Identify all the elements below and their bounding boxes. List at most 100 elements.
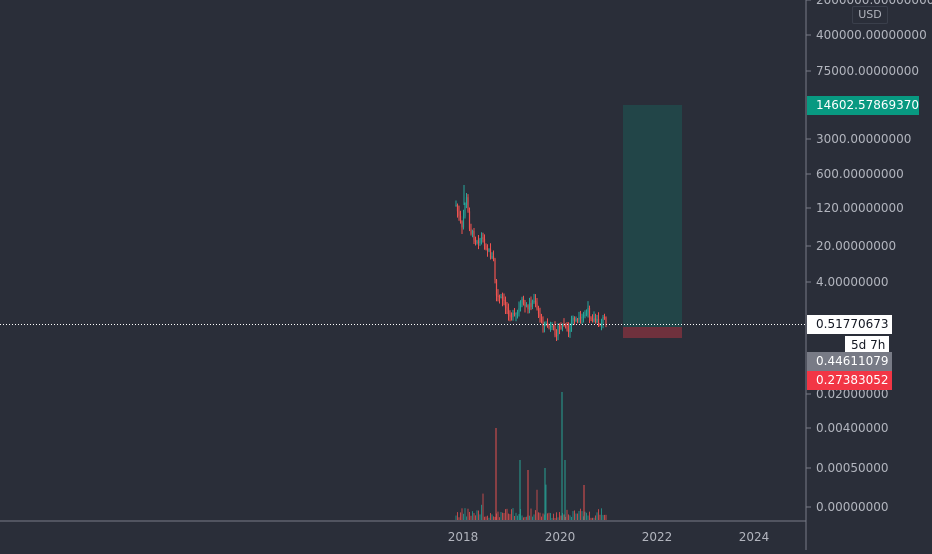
candle-body xyxy=(462,216,465,228)
volume-bar xyxy=(584,511,586,520)
candle-body xyxy=(467,197,469,212)
volume-bar xyxy=(518,514,520,520)
candle-body xyxy=(546,322,549,327)
volume-bar xyxy=(476,510,478,520)
volume-bar xyxy=(502,512,503,520)
currency-badge[interactable]: USD xyxy=(852,6,888,24)
volume-bar xyxy=(526,516,527,520)
volume-bar xyxy=(485,516,487,520)
volume-bar xyxy=(494,516,496,520)
volume-bar xyxy=(580,508,581,520)
candle-body xyxy=(471,230,474,234)
volume-bar xyxy=(551,517,553,520)
volume-bar xyxy=(487,515,488,520)
volume-bar xyxy=(455,515,457,520)
volume-bar xyxy=(512,508,514,520)
candle-body xyxy=(593,318,595,322)
volume-bar xyxy=(581,511,583,520)
volume-bar xyxy=(583,485,585,520)
candle-body xyxy=(501,296,504,300)
volume-bar xyxy=(495,428,497,520)
candle-body xyxy=(486,249,489,251)
volume-bar xyxy=(605,514,607,520)
candle-body xyxy=(588,308,591,318)
volume-bar xyxy=(593,517,595,520)
volume-bar xyxy=(560,515,562,520)
candle-body xyxy=(548,326,550,328)
volume-bar xyxy=(596,512,598,520)
candle-body xyxy=(513,313,516,315)
volume-bar xyxy=(478,510,479,520)
candle-body xyxy=(494,259,496,280)
price-tick-label: 2000000.00000000 xyxy=(816,0,932,7)
bar-countdown-tag: 5d 7h xyxy=(845,336,889,355)
volume-bar xyxy=(601,508,602,520)
stop-zone[interactable] xyxy=(623,327,682,338)
candle-body xyxy=(507,308,510,315)
volume-bar xyxy=(566,509,568,520)
candle-body xyxy=(503,299,505,301)
candle-body xyxy=(542,321,544,327)
candle-body xyxy=(575,319,577,322)
target-price-tag: 14602.57869370 xyxy=(807,96,919,115)
candle-body xyxy=(480,237,483,240)
volume-bar xyxy=(547,513,548,520)
price-axis-labels: 2000000.00000000 400000.00000000 75000.000… xyxy=(806,0,932,514)
volume-bar xyxy=(569,515,571,520)
volume-bar xyxy=(473,513,475,520)
candle-body xyxy=(564,325,567,327)
volume-bar xyxy=(571,516,572,520)
candle-body xyxy=(551,326,553,328)
volume-bar xyxy=(472,511,473,520)
candle-body xyxy=(558,326,561,328)
volume-bar xyxy=(554,517,556,520)
volume-bar xyxy=(586,512,587,520)
candle-body xyxy=(504,300,507,308)
candle-body xyxy=(596,318,598,323)
volume-bar xyxy=(469,511,470,520)
price-tick-label: 0.00050000 xyxy=(816,461,889,475)
candle-body xyxy=(578,317,580,320)
candle-body xyxy=(474,240,477,242)
candle-body xyxy=(456,204,459,212)
candle-body xyxy=(537,308,540,314)
candle-body xyxy=(605,317,607,325)
last-price-tag: 0.51770673 xyxy=(807,315,892,334)
volume-bar xyxy=(536,489,538,520)
volume-bar xyxy=(592,517,593,520)
volume-bar xyxy=(587,515,589,520)
volume-bar xyxy=(457,512,458,520)
candle-body xyxy=(468,211,471,229)
candle-body xyxy=(581,316,583,318)
candle-body xyxy=(552,326,555,328)
candle-body xyxy=(498,296,501,298)
candle-body xyxy=(545,322,547,324)
candle-body xyxy=(512,313,514,317)
candle-body xyxy=(554,327,556,336)
time-tick-label: 2024 xyxy=(739,530,770,544)
long-position-tool xyxy=(623,105,682,338)
volume-bar xyxy=(470,515,472,520)
volume-bar xyxy=(497,511,499,520)
candle-body xyxy=(576,319,579,321)
volume-bar xyxy=(491,514,493,520)
candle-body xyxy=(477,241,480,243)
price-tick-label: 4.00000000 xyxy=(816,275,889,289)
volume-bar xyxy=(509,514,511,520)
candle-body xyxy=(531,301,534,307)
candle-body xyxy=(539,313,541,318)
target-zone[interactable] xyxy=(623,105,682,327)
volume-bar xyxy=(506,508,508,520)
time-tick-label: 2022 xyxy=(642,530,673,544)
stop-price-tag: 0.27383052 xyxy=(807,371,892,390)
candle-body xyxy=(566,325,568,329)
candle-body xyxy=(525,305,528,307)
candle-body xyxy=(518,307,520,312)
candle-body xyxy=(522,298,525,305)
candle-body xyxy=(591,319,594,322)
candle-body xyxy=(455,204,457,206)
volume-bar xyxy=(475,515,476,520)
candle-body xyxy=(563,324,565,326)
